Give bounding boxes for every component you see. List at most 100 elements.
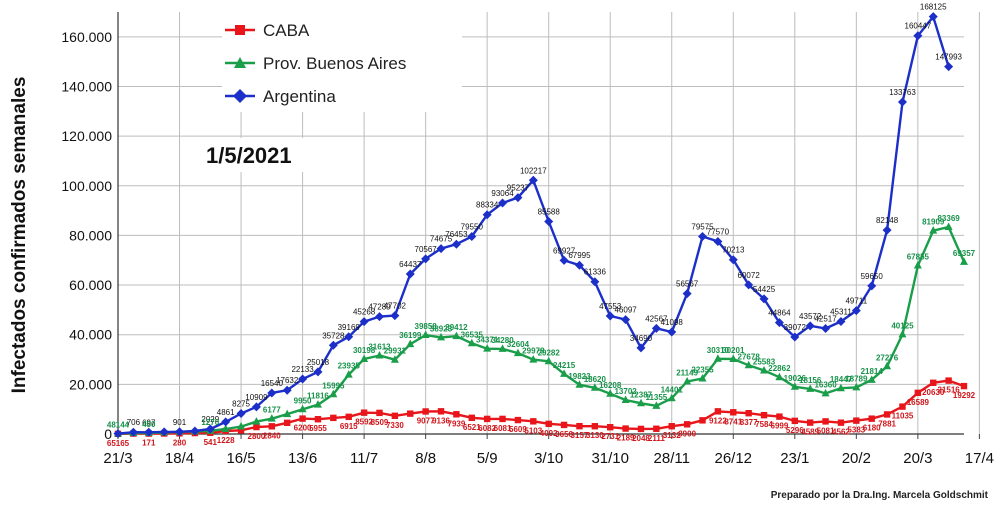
legend-box	[222, 10, 462, 112]
data-label-caba: 8741	[724, 417, 742, 426]
point-caba	[806, 419, 814, 426]
data-label-caba: 6081	[494, 424, 512, 433]
data-label-pba: 19026	[784, 374, 807, 383]
point-argentina	[128, 427, 138, 437]
data-label-argentina: 47553	[599, 302, 622, 311]
point-argentina	[544, 217, 554, 227]
point-pba	[883, 361, 892, 370]
data-label-caba: 2731	[601, 432, 619, 441]
data-label-caba: 6915	[340, 422, 358, 431]
x-tick-label: 28/11	[654, 450, 690, 467]
point-caba	[837, 419, 845, 426]
point-pba	[467, 338, 476, 347]
point-pba	[421, 330, 430, 339]
data-label-pba: 18447	[830, 375, 853, 384]
data-label-pba: 34371	[476, 336, 499, 345]
data-label-pba: 25583	[753, 357, 776, 366]
point-argentina	[221, 417, 231, 427]
data-label-caba: 5955	[309, 424, 327, 433]
data-label-pba: 1270	[201, 418, 219, 427]
legend-marker-pba	[234, 57, 246, 68]
data-label-caba: 16589	[907, 398, 930, 407]
data-label-caba: 4092	[540, 429, 558, 438]
point-pba	[221, 424, 230, 433]
point-argentina	[559, 255, 569, 265]
data-label-argentina: 25018	[307, 358, 330, 367]
point-argentina	[867, 281, 877, 291]
data-label-caba: 7584	[755, 420, 773, 429]
x-tick-label: 21/3	[103, 450, 132, 467]
data-label-argentina: 60072	[738, 271, 761, 280]
point-pba	[237, 422, 246, 430]
data-label-argentina: 45311	[830, 308, 852, 317]
point-caba	[253, 423, 260, 431]
data-label-pba: 83369	[937, 214, 960, 223]
data-label-pba: 36199	[399, 331, 422, 340]
point-caba	[576, 422, 583, 430]
data-label-argentina: 88334	[476, 201, 499, 210]
data-label-argentina: 67995	[568, 251, 591, 260]
legend-label-argentina: Argentina	[263, 87, 336, 106]
data-label-pba: 19823	[568, 372, 591, 381]
point-argentina	[390, 311, 400, 321]
point-argentina	[267, 388, 277, 398]
data-label-argentina: 133763	[889, 88, 916, 97]
point-caba	[437, 408, 445, 415]
data-label-caba: 7939	[448, 419, 466, 428]
data-label-caba: 9122	[709, 416, 727, 425]
point-argentina	[851, 306, 861, 316]
data-label-pba: 32604	[507, 340, 530, 349]
data-label-argentina: 42517	[814, 314, 837, 323]
x-tick-label: 26/12	[714, 450, 752, 467]
data-label-caba: 2800	[248, 432, 266, 441]
data-label-pba: 29931	[384, 347, 407, 356]
data-label-pba: 39858	[415, 322, 438, 331]
point-argentina	[328, 340, 338, 350]
point-pba	[760, 365, 769, 374]
data-label-argentina: 160447	[905, 22, 932, 31]
data-label-pba: 11816	[307, 392, 329, 401]
data-label-caba: 5081	[817, 426, 835, 435]
point-argentina	[882, 225, 892, 235]
data-label-pba: 23935	[338, 362, 361, 371]
point-pba	[267, 414, 276, 422]
data-label-pba: 31613	[368, 343, 391, 352]
point-argentina	[621, 315, 631, 325]
data-label-caba: 5296	[786, 426, 804, 435]
data-label-caba: 11035	[892, 412, 914, 421]
data-label-argentina: 45268	[353, 308, 376, 317]
data-label-pba: 69357	[953, 249, 976, 258]
point-caba	[883, 411, 891, 418]
data-label-argentina: 102217	[520, 166, 547, 175]
point-pba	[406, 339, 415, 348]
x-tick-label: 23/1	[780, 450, 809, 467]
data-label-caba: 6082	[478, 424, 496, 433]
data-label-argentina: 59650	[861, 272, 884, 281]
point-caba	[560, 421, 568, 429]
x-tick-label: 18/4	[165, 450, 194, 467]
point-pba	[344, 370, 353, 378]
data-label-caba: 541	[204, 438, 218, 447]
data-label-caba: 19292	[953, 391, 976, 400]
point-argentina	[344, 332, 354, 342]
point-argentina	[605, 311, 615, 321]
data-label-pba: 6177	[263, 406, 281, 415]
point-argentina	[436, 244, 446, 254]
point-caba	[314, 416, 322, 423]
point-caba	[776, 413, 783, 420]
y-tick-label: 100.000	[61, 178, 112, 194]
data-label-caba: 65165	[107, 439, 130, 448]
data-label-caba: 2189	[617, 434, 635, 443]
point-pba	[313, 400, 322, 408]
point-caba	[607, 424, 614, 431]
data-label-pba: 39412	[445, 323, 468, 332]
data-label-argentina: 147993	[935, 53, 962, 62]
point-pba	[944, 222, 953, 231]
data-label-argentina: 54425	[753, 285, 776, 294]
point-argentina	[313, 367, 323, 377]
point-pba	[621, 395, 630, 403]
point-caba	[330, 414, 337, 422]
data-label-caba: 6999	[771, 422, 789, 431]
y-tick-label: 80.000	[69, 227, 112, 243]
x-tick-label: 13/6	[288, 450, 317, 467]
